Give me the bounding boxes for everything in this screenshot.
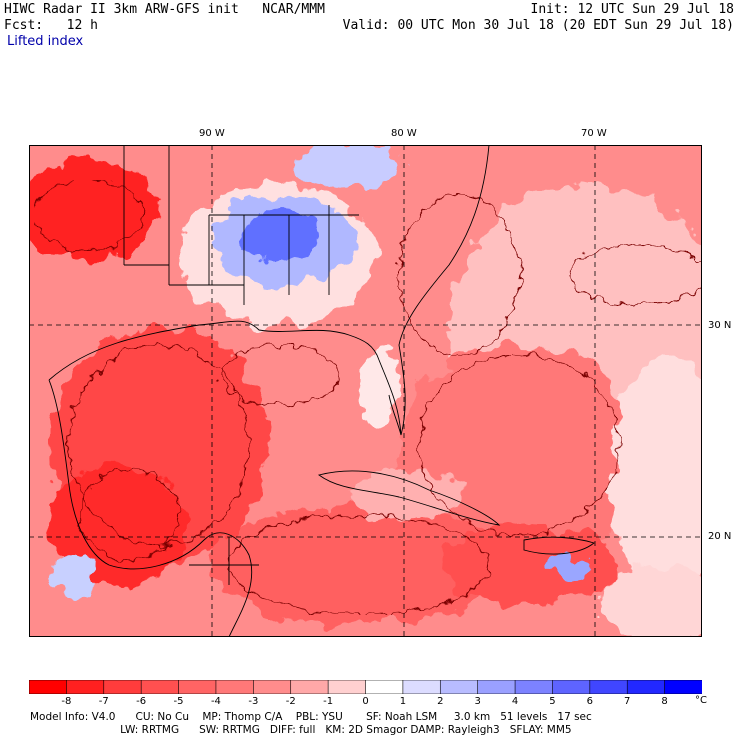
lat-label-30n: 30 N [708, 320, 732, 331]
lifted-index-map [29, 145, 702, 637]
colorbar-tick-label: -6 [136, 696, 147, 707]
colorbar-tick-label: -5 [173, 696, 184, 707]
colorbar-tick-label: 8 [661, 696, 668, 707]
colorbar-tick-label: -1 [323, 696, 334, 707]
graticule [29, 145, 702, 637]
model-info-line-1: Model Info: V4.0 CU: No Cu MP: Thomp C/A… [30, 711, 592, 723]
lon-label-80w: 80 W [391, 128, 417, 139]
lat-label-20n: 20 N [708, 531, 732, 542]
colorbar-swatch [178, 680, 217, 694]
caribbean-east-region [439, 525, 619, 605]
map-title: HIWC Radar II 3km ARW-GFS init NCAR/MMM [4, 2, 325, 17]
colorbar-tick-label: 3 [474, 696, 481, 707]
florida-neutral-region [359, 345, 399, 425]
colorbar-swatch [253, 680, 292, 694]
colorbar [29, 680, 702, 694]
colorbar-swatch [103, 680, 142, 694]
coastlines-borders [48, 145, 595, 637]
florida-east-coast [398, 145, 490, 436]
colorbar-tick-label: -3 [248, 696, 259, 707]
strong-stable-core [239, 210, 319, 260]
southwest-stable-region [49, 555, 99, 595]
southeast-neutral-region [599, 565, 702, 637]
colorbar-tick-label: -7 [98, 696, 109, 707]
colorbar-tick-label: 2 [437, 696, 444, 707]
colorbar-swatch [514, 680, 554, 694]
caribbean-moderate-region [209, 505, 509, 625]
colorbar-swatch [215, 680, 255, 694]
colorbar-swatch [29, 680, 68, 694]
colorbar-swatch [365, 680, 404, 694]
colorbar-swatch [66, 680, 105, 694]
colorbar-tick-label: 6 [586, 696, 594, 707]
colorbar-tick-label: -4 [210, 696, 221, 707]
valid-time: Valid: 00 UTC Mon 30 Jul 18 (20 EDT Sun … [342, 18, 734, 33]
colorbar-swatch [626, 680, 666, 694]
init-time: Init: 12 UTC Sun 29 Jul 18 [530, 2, 735, 17]
state-borders [123, 145, 359, 305]
colorbar-swatch [327, 680, 367, 694]
model-info-line-2: LW: RRTMG SW: RRTMG DIFF: full KM: 2D Sm… [30, 724, 572, 736]
hispaniola-stable-region [549, 555, 589, 575]
colorbar-tick-label: -8 [61, 696, 72, 707]
cuba-outline [317, 470, 501, 526]
atlantic-moderate-region [399, 345, 639, 565]
colorbar-swatch [439, 680, 479, 694]
contour-lines [33, 179, 702, 616]
lon-label-70w: 70 W [581, 128, 607, 139]
field-name: Lifted index [7, 34, 84, 49]
colorbar-swatch [552, 680, 591, 694]
lon-label-90w: 90 W [199, 128, 225, 139]
colorbar-swatch [664, 680, 702, 694]
cuba-weak-region [349, 470, 469, 520]
colorbar-tick-label: 7 [624, 696, 631, 707]
map-frame [29, 145, 702, 637]
east-atlantic-neutral-region [609, 355, 702, 595]
colorbar-swatch [402, 680, 442, 694]
colorbar-unit: °C [695, 695, 707, 706]
colorbar-tick-label: 5 [549, 696, 556, 707]
us-gulf-coast [48, 320, 402, 436]
north-stable-region [294, 145, 404, 187]
colorbar-tick-label: 0 [362, 696, 369, 707]
mexico-coast [48, 379, 253, 637]
colorbar-tick-label: -2 [285, 696, 296, 707]
colorbar-swatch [477, 680, 516, 694]
colorbar-tick-label: 1 [399, 696, 407, 707]
colorbar-tick-label: 4 [511, 696, 519, 707]
central-america-border [189, 537, 259, 585]
colorbar-swatch [589, 680, 629, 694]
forecast-hour: Fcst: 12 h [4, 18, 98, 33]
hispaniola-outline [523, 536, 595, 555]
colorbar-swatch [290, 680, 329, 694]
colorbar-swatch [140, 680, 180, 694]
